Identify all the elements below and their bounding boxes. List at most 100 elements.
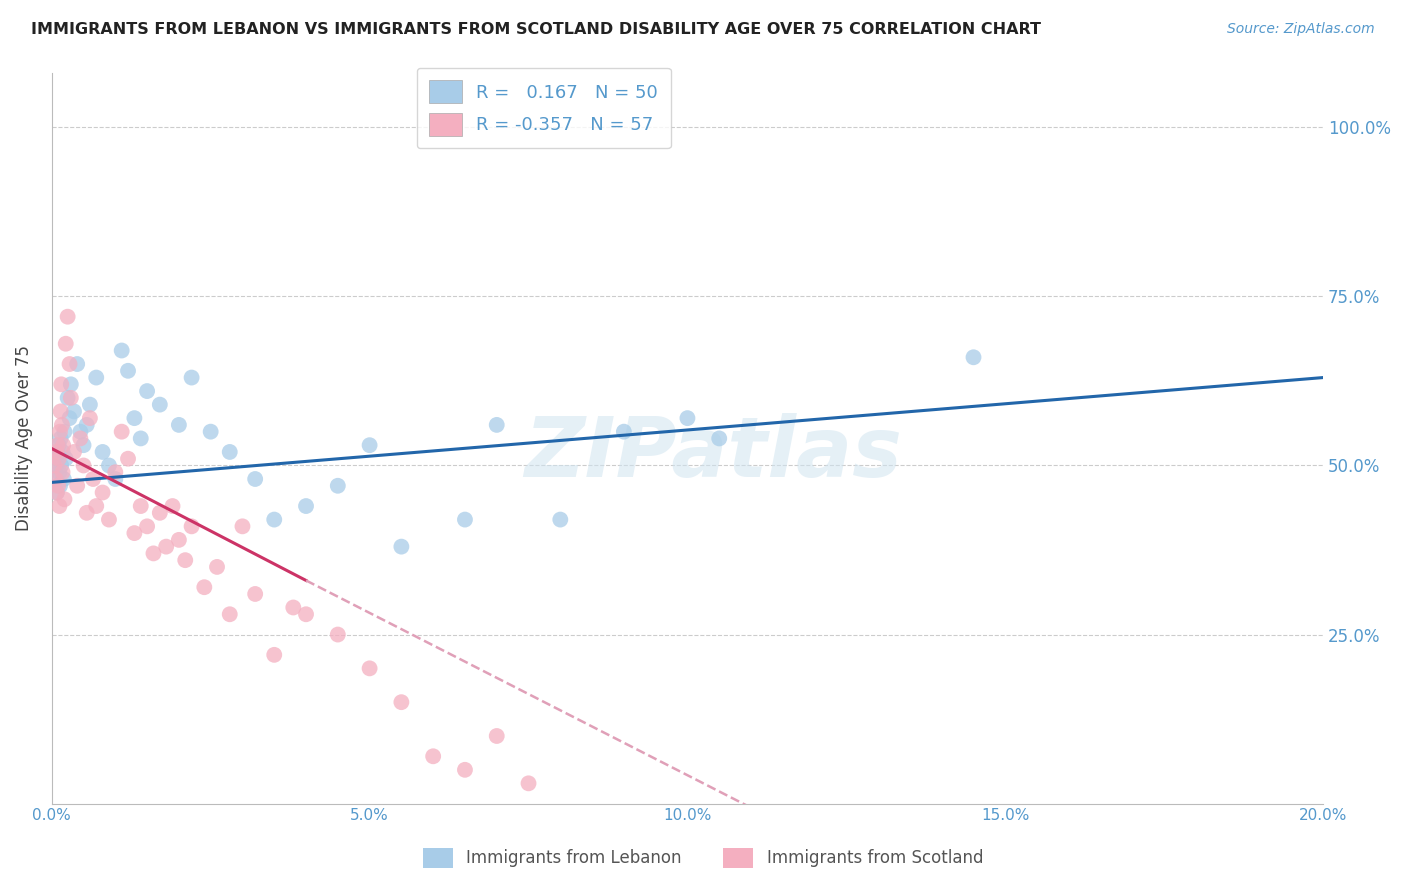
Point [66, 479, 89, 493]
Point [243, 587, 266, 601]
Point [111, 425, 134, 439]
Point [48, 499, 70, 513]
Point [117, 364, 139, 378]
Point [51, 417, 73, 432]
Point [79, 398, 101, 412]
Text: Source: ZipAtlas.com: Source: ZipAtlas.com [1227, 22, 1375, 37]
Point [422, 749, 444, 764]
Point [454, 512, 477, 526]
Point [326, 479, 349, 493]
Point [51, 458, 73, 473]
Point [72, 438, 94, 452]
Point [59, 377, 82, 392]
Point [82, 472, 104, 486]
Point [84, 499, 107, 513]
Legend: Immigrants from Lebanon, Immigrants from Scotland: Immigrants from Lebanon, Immigrants from… [416, 841, 990, 875]
Point [48, 465, 70, 479]
Point [389, 540, 412, 554]
Point [389, 695, 412, 709]
Point [129, 432, 152, 446]
Point [243, 472, 266, 486]
Point [56, 391, 79, 405]
Point [46, 451, 69, 466]
Point [49, 479, 72, 493]
Point [263, 648, 285, 662]
Point [53, 425, 76, 439]
Point [295, 607, 318, 622]
Point [55, 451, 77, 466]
Point [162, 499, 184, 513]
Point [205, 560, 228, 574]
Point [167, 417, 190, 432]
Point [124, 526, 146, 541]
Point [46, 479, 69, 493]
Point [517, 776, 540, 790]
Point [231, 519, 253, 533]
Point [136, 519, 159, 533]
Point [218, 445, 240, 459]
Point [51, 377, 73, 392]
Point [149, 398, 172, 412]
Point [136, 384, 159, 398]
Point [63, 445, 86, 459]
Point [58, 357, 80, 371]
Point [48, 438, 70, 452]
Point [44, 458, 66, 473]
Point [63, 404, 86, 418]
Point [104, 472, 127, 486]
Point [72, 458, 94, 473]
Point [66, 357, 89, 371]
Point [69, 425, 91, 439]
Point [142, 546, 165, 560]
Point [174, 553, 197, 567]
Point [49, 425, 72, 439]
Point [359, 438, 381, 452]
Point [962, 351, 984, 365]
Point [485, 417, 508, 432]
Point [59, 391, 82, 405]
Point [45, 458, 67, 473]
Point [76, 506, 98, 520]
Point [45, 472, 67, 486]
Point [49, 404, 72, 418]
Point [485, 729, 508, 743]
Y-axis label: Disability Age Over 75: Disability Age Over 75 [15, 345, 32, 532]
Point [180, 370, 202, 384]
Point [52, 438, 75, 452]
Point [55, 336, 77, 351]
Point [218, 607, 240, 622]
Point [550, 512, 572, 526]
Point [326, 627, 349, 641]
Point [58, 411, 80, 425]
Point [709, 432, 731, 446]
Point [613, 425, 636, 439]
Point [44, 472, 66, 486]
Point [56, 310, 79, 324]
Point [45, 485, 67, 500]
Point [155, 540, 177, 554]
Point [359, 661, 381, 675]
Point [79, 411, 101, 425]
Point [69, 432, 91, 446]
Point [676, 411, 699, 425]
Point [91, 445, 114, 459]
Point [45, 485, 67, 500]
Point [117, 451, 139, 466]
Point [52, 472, 75, 486]
Point [129, 499, 152, 513]
Text: ZIPatlas: ZIPatlas [524, 412, 901, 493]
Point [76, 417, 98, 432]
Point [97, 458, 120, 473]
Point [295, 499, 318, 513]
Point [193, 580, 215, 594]
Point [104, 465, 127, 479]
Point [454, 763, 477, 777]
Point [53, 492, 76, 507]
Point [46, 438, 69, 452]
Point [200, 425, 222, 439]
Point [51, 465, 73, 479]
Text: IMMIGRANTS FROM LEBANON VS IMMIGRANTS FROM SCOTLAND DISABILITY AGE OVER 75 CORRE: IMMIGRANTS FROM LEBANON VS IMMIGRANTS FR… [31, 22, 1040, 37]
Point [49, 432, 72, 446]
Legend: R =   0.167   N = 50, R = -0.357   N = 57: R = 0.167 N = 50, R = -0.357 N = 57 [416, 68, 671, 148]
Point [124, 411, 146, 425]
